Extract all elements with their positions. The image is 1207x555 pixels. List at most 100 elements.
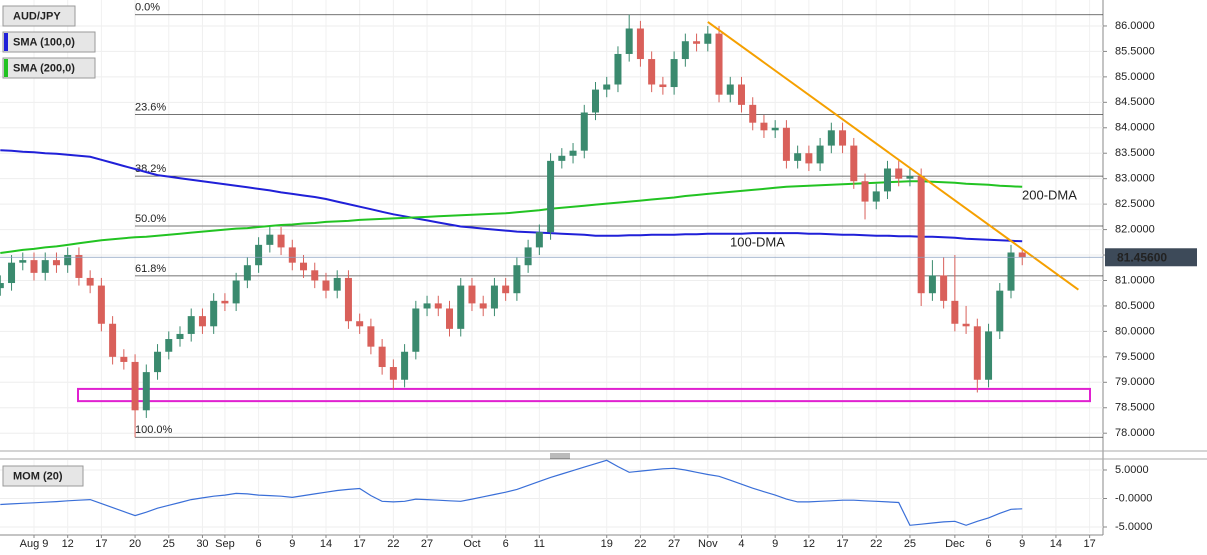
candle-body — [300, 262, 308, 271]
candle-body — [356, 321, 364, 327]
fib-label: 61.8% — [135, 263, 166, 275]
x-tick-label: 22 — [634, 538, 646, 550]
candle-body — [165, 339, 173, 352]
candle-body — [850, 145, 858, 182]
candle-body — [839, 130, 847, 146]
candle-body — [962, 323, 970, 327]
x-tick-label: 9 — [1019, 538, 1025, 550]
candle-body — [120, 356, 128, 362]
candle-body — [928, 275, 936, 294]
x-tick-label: 22 — [870, 538, 882, 550]
last-price-label: 81.45600 — [1117, 250, 1167, 264]
candle-body — [266, 234, 274, 245]
candle-body — [176, 333, 184, 340]
candle-body — [423, 303, 431, 309]
legend-box — [2, 465, 84, 487]
x-tick-label: 22 — [387, 538, 399, 550]
x-tick-label: 19 — [601, 538, 613, 550]
candle-body — [75, 255, 83, 278]
candle-body — [715, 33, 723, 95]
x-tick-label: 9 — [772, 538, 778, 550]
candle-body — [940, 275, 948, 301]
candle-body — [951, 300, 959, 324]
y-tick-label: 82.0000 — [1115, 223, 1155, 235]
resize-handle[interactable] — [550, 453, 570, 459]
candle-body — [592, 89, 599, 113]
y-tick-label: -5.0000 — [1115, 521, 1152, 533]
trend-line — [707, 21, 1079, 291]
x-tick-label: 6 — [985, 538, 991, 550]
ma-label: 100-DMA — [730, 234, 785, 249]
x-tick-label: 14 — [1050, 538, 1062, 550]
x-tick-label: 17 — [95, 538, 107, 550]
y-tick-label: 86.0000 — [1115, 20, 1155, 32]
candle-body — [142, 372, 150, 411]
candle-body — [367, 326, 375, 347]
candle-body — [109, 323, 117, 357]
legend-label: AUD/JPY — [13, 10, 61, 22]
last-price-box — [1105, 248, 1197, 267]
x-tick-label: 20 — [129, 538, 141, 550]
x-tick-label: 17 — [354, 538, 366, 550]
candle-body — [569, 150, 577, 156]
candle-body — [648, 59, 656, 85]
candle-body — [973, 326, 981, 380]
candle-body — [86, 277, 94, 286]
support-zone — [77, 387, 1091, 403]
y-tick-label: 84.5000 — [1115, 96, 1155, 108]
fib-label: 50.0% — [135, 213, 166, 225]
x-tick-label: 6 — [256, 538, 262, 550]
y-tick-label: 82.5000 — [1115, 198, 1155, 210]
legend-swatch — [4, 33, 8, 51]
candle-body — [221, 300, 229, 304]
candle-body — [659, 84, 667, 88]
candle-body — [524, 247, 532, 266]
momentum-line — [0, 459, 1023, 526]
candle-body — [322, 280, 330, 291]
y-tick-label: 78.5000 — [1115, 402, 1155, 414]
candle-body — [782, 127, 790, 161]
x-tick-label: Aug 9 — [20, 538, 49, 550]
x-tick-label: Sep — [215, 538, 235, 550]
x-tick-label: 30 — [196, 538, 208, 550]
candle-body — [8, 262, 16, 284]
candle-body — [333, 277, 341, 291]
y-tick-label: 78.0000 — [1115, 427, 1155, 439]
y-tick-label: 80.0000 — [1115, 325, 1155, 337]
x-tick-label: 17 — [836, 538, 848, 550]
x-tick-label: 25 — [904, 538, 916, 550]
candle-body — [378, 346, 386, 368]
x-tick-label: Nov — [698, 538, 718, 550]
candle-body — [827, 130, 835, 146]
candle-body — [255, 244, 263, 266]
y-tick-label: 79.0000 — [1115, 376, 1155, 388]
candle-body — [243, 265, 251, 281]
moving-average — [0, 149, 1023, 243]
candle-body — [861, 181, 869, 202]
candle-body — [344, 277, 352, 322]
candle-body — [0, 283, 4, 289]
candle-body — [614, 53, 622, 85]
legend-box — [2, 57, 96, 79]
legend-label: MOM (20) — [13, 470, 63, 482]
legend-label: SMA (200,0) — [13, 62, 75, 74]
candle-body — [198, 316, 206, 327]
candle-body — [636, 28, 644, 60]
candle-body — [737, 84, 745, 105]
x-tick-label: 14 — [320, 538, 332, 550]
candle-body — [19, 260, 27, 263]
y-tick-label: 79.5000 — [1115, 351, 1155, 363]
candle-body — [434, 303, 442, 309]
y-tick-label: 85.0000 — [1115, 71, 1155, 83]
candle-body — [52, 260, 60, 266]
x-tick-label: 9 — [289, 538, 295, 550]
candle-body — [580, 112, 588, 151]
ma-label: 200-DMA — [1022, 187, 1077, 202]
candle-body — [985, 331, 993, 380]
x-tick-label: 6 — [503, 538, 509, 550]
candle-body — [670, 59, 678, 88]
x-tick-label: Dec — [945, 538, 965, 550]
candle-body — [468, 285, 476, 304]
